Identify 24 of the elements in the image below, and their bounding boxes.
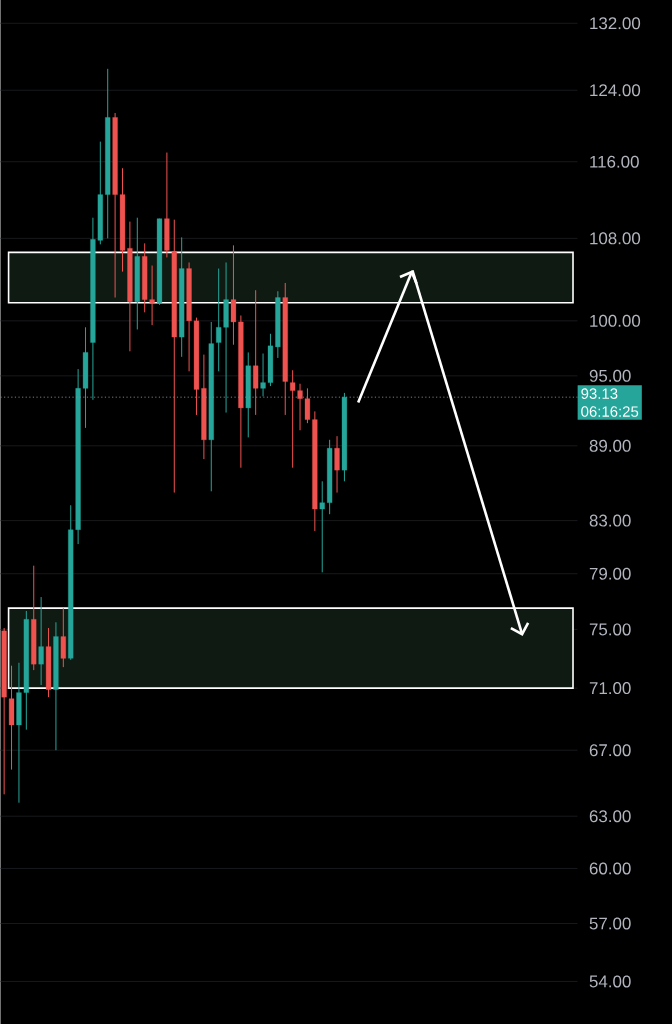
candlestick xyxy=(60,607,66,668)
ref-line-label: 93.13 xyxy=(581,388,618,399)
y-tick-label: 54.00 xyxy=(589,975,631,988)
y-tick-label: 132.00 xyxy=(590,17,640,30)
y-tick-label: 71.00 xyxy=(589,682,631,695)
y-tick-label: 57.00 xyxy=(589,917,631,930)
y-tick-label: 95.00 xyxy=(589,369,631,382)
y-tick-label: 116.00 xyxy=(590,155,639,168)
y-tick-label: 67.00 xyxy=(589,744,631,757)
y-tick-label: 60.00 xyxy=(589,862,631,875)
candlestick xyxy=(252,289,259,416)
y-tick-label: 83.00 xyxy=(589,514,631,527)
y-tick-label: 79.00 xyxy=(589,567,631,580)
y-tick-label: 100.00 xyxy=(590,314,640,327)
candlestick xyxy=(319,480,325,573)
candlestick xyxy=(334,435,340,494)
y-tick-label: 63.00 xyxy=(589,810,631,823)
y-tick-label: 75.00 xyxy=(589,623,631,636)
candlestick xyxy=(230,244,236,346)
y-tick-label: 89.00 xyxy=(589,439,631,452)
candlestick xyxy=(38,596,44,686)
y-tick-label: 108.00 xyxy=(590,232,640,245)
text: 06:16:25 xyxy=(581,406,638,417)
y-tick-label: 124.00 xyxy=(590,84,640,97)
